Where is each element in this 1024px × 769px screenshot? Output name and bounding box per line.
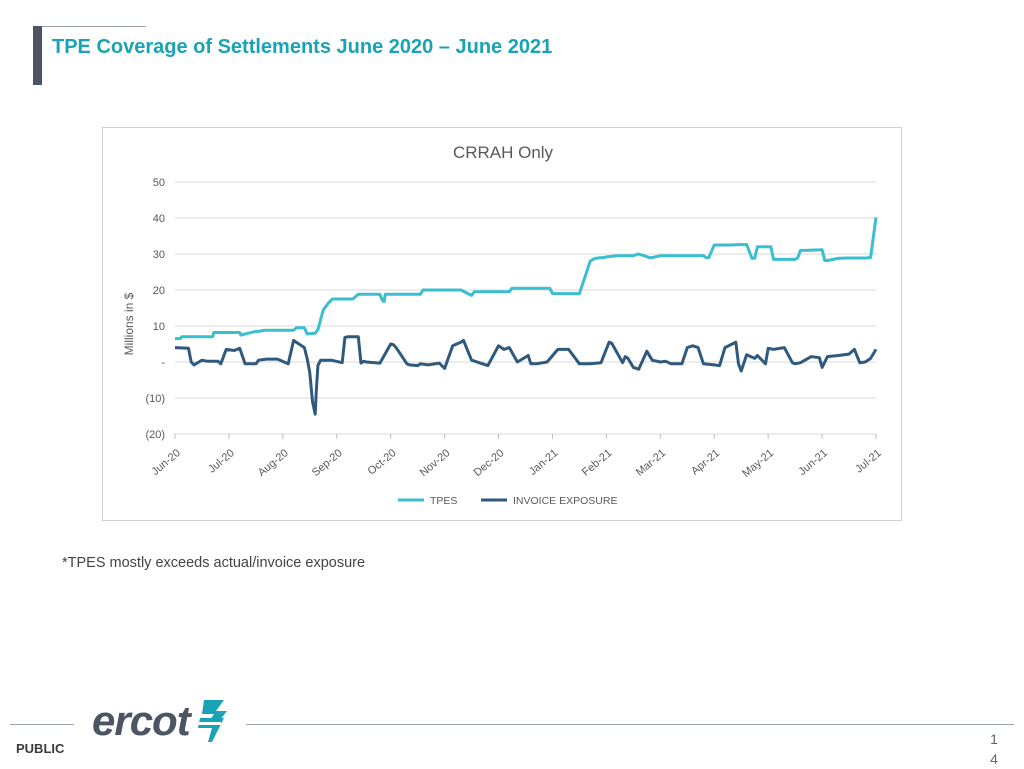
y-tick-label: 40 <box>153 213 165 225</box>
x-tick-label: Feb-21 <box>580 447 614 479</box>
footer-rule-left <box>10 724 74 725</box>
x-tick-label: Sep-20 <box>310 447 345 479</box>
legend-label: INVOICE EXPOSURE <box>513 495 617 507</box>
legend-label: TPES <box>430 495 457 507</box>
slide-title: TPE Coverage of Settlements June 2020 – … <box>52 36 553 58</box>
y-tick-label: (10) <box>145 393 165 405</box>
classification-label: PUBLIC <box>16 741 65 756</box>
header-rule <box>42 26 146 27</box>
y-axis-label: Millions in $ <box>122 292 136 355</box>
series-line-tpes <box>175 217 878 341</box>
series-line-invoice-exposure <box>174 335 878 416</box>
y-tick-label: 50 <box>153 177 165 189</box>
ercot-bolt-icon <box>197 700 227 742</box>
page-number-digit-1: 1 <box>990 731 998 747</box>
legend: TPES INVOICE EXPOSURE <box>398 495 617 507</box>
x-tick-label: Dec-20 <box>472 447 507 479</box>
x-tick-label: Jun-20 <box>149 447 182 478</box>
chart-title: CRRAH Only <box>453 143 554 162</box>
y-tick-label: 10 <box>153 321 165 333</box>
x-tick-label: May-21 <box>740 447 776 480</box>
page-number-digit-2: 4 <box>990 751 998 767</box>
x-tick-labels: Jun-20 Jul-20 Aug-20 Sep-20 Oct-20 Nov-20 Dec-… <box>149 434 884 480</box>
footnote: *TPES mostly exceeds actual/invoice expo… <box>62 555 366 571</box>
logo-wordmark: ercot <box>92 697 191 744</box>
page-number: 1 4 <box>988 729 1000 769</box>
y-tick-labels: 50 40 30 20 10 - (10) (20) <box>145 177 165 441</box>
line-chart: CRRAH Only Millions in $ 50 40 30 20 10 - (10)… <box>122 143 884 507</box>
y-tick-label: 30 <box>153 249 165 261</box>
x-tick-label: Apr-21 <box>689 447 722 477</box>
ercot-logo: ercot <box>92 698 230 744</box>
x-tick-label: Jun-21 <box>797 447 830 478</box>
x-tick-label: Oct-20 <box>366 447 399 477</box>
x-tick-label: Mar-21 <box>634 447 668 479</box>
y-tick-label: 20 <box>153 285 165 297</box>
gridlines <box>175 181 876 435</box>
x-tick-label: Nov-20 <box>418 447 453 479</box>
chart-panel: CRRAH Only Millions in $ 50 40 30 20 10 - (10)… <box>102 127 902 521</box>
series-lines <box>174 217 878 416</box>
x-tick-label: Jan-21 <box>527 447 560 478</box>
header-accent-bar <box>33 26 42 85</box>
footer-rule-right <box>246 724 1014 725</box>
y-tick-label: - <box>161 357 165 369</box>
x-tick-label: Jul-20 <box>206 447 237 475</box>
x-tick-label: Jul-21 <box>853 447 884 475</box>
x-tick-label: Aug-20 <box>256 447 291 479</box>
y-tick-label: (20) <box>145 429 165 441</box>
